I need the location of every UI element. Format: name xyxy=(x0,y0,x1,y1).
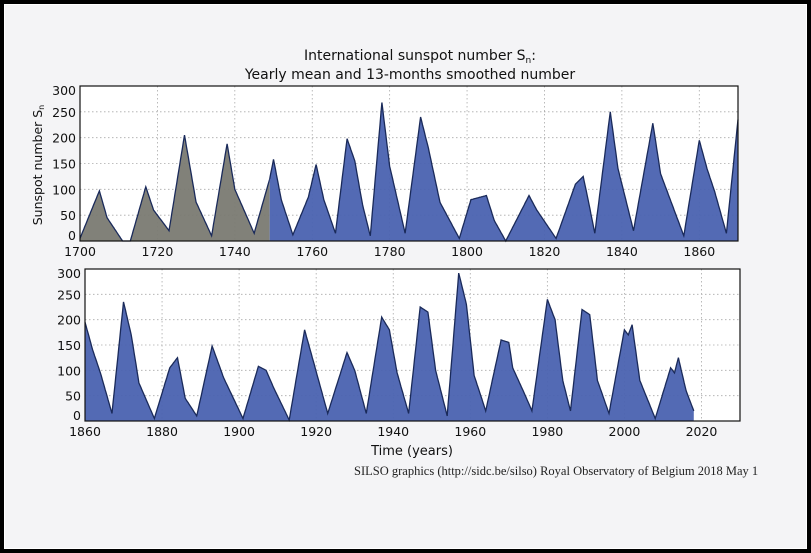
x-axis-label: Time (years) xyxy=(370,444,453,459)
y-tick-label: 200 xyxy=(52,131,76,146)
x-tick-label: 1880 xyxy=(146,424,178,439)
x-tick-label: 1780 xyxy=(374,244,406,259)
x-tick-label: 2020 xyxy=(686,424,718,439)
plot-frame xyxy=(79,85,739,242)
x-tick-label: 1980 xyxy=(531,424,563,439)
chart-subtitle: Yearly mean and 13-months smoothed numbe… xyxy=(244,67,576,83)
y-tick-label: 100 xyxy=(52,182,76,197)
area-post-1749 xyxy=(85,273,694,421)
x-tick-label: 1960 xyxy=(454,424,486,439)
y-tick-label: 250 xyxy=(57,287,81,302)
area-post-1749-line xyxy=(84,272,695,423)
y-tick-label: 200 xyxy=(57,313,81,328)
y-tick-label: 300 xyxy=(57,266,81,281)
x-tick-label: 1800 xyxy=(451,244,483,259)
panel-2: 0 50 100 150 200 250 300 1860 1880 1900 1920 1940 19… xyxy=(57,266,741,439)
x-tick-label: 1700 xyxy=(64,244,96,259)
area-post-1749 xyxy=(269,102,738,241)
area-pre-1749 xyxy=(80,135,270,241)
plot-frame xyxy=(84,268,741,422)
credit-text: SILSO graphics (http://sidc.be/silso) Ro… xyxy=(354,464,759,478)
x-tick-label: 1760 xyxy=(296,244,328,259)
y-tick-label: 150 xyxy=(52,157,76,172)
y-tick-label: 100 xyxy=(57,363,81,378)
y-tick-label: 250 xyxy=(52,105,76,120)
panel-1: 0 50 100 150 200 250 300 1700 1720 1740 1760 1780 18… xyxy=(52,83,739,259)
y-axis-label: Sunspot number Sn xyxy=(30,105,46,226)
chart-title: International sunspot number Sn: xyxy=(304,48,536,66)
x-tick-label: 1900 xyxy=(223,424,255,439)
x-tick-label: 1820 xyxy=(529,244,561,259)
x-tick-label: 1840 xyxy=(606,244,638,259)
y-tick-label: 150 xyxy=(57,338,81,353)
y-tick-label: 50 xyxy=(65,389,81,404)
x-tick-label: 1720 xyxy=(142,244,174,259)
x-tick-label: 1920 xyxy=(300,424,332,439)
y-tick-label: 0 xyxy=(68,228,76,243)
x-tick-label: 1860 xyxy=(69,424,101,439)
area-pre-1749-line xyxy=(79,134,271,242)
y-tick-label: 300 xyxy=(52,83,76,98)
area-post-1749-line xyxy=(269,102,739,243)
x-tick-label: 1740 xyxy=(219,244,251,259)
x-tick-label: 2000 xyxy=(609,424,641,439)
x-tick-label: 1860 xyxy=(683,244,715,259)
y-tick-label: 0 xyxy=(73,408,81,423)
x-tick-label: 1940 xyxy=(377,424,409,439)
y-tick-label: 50 xyxy=(60,208,76,223)
